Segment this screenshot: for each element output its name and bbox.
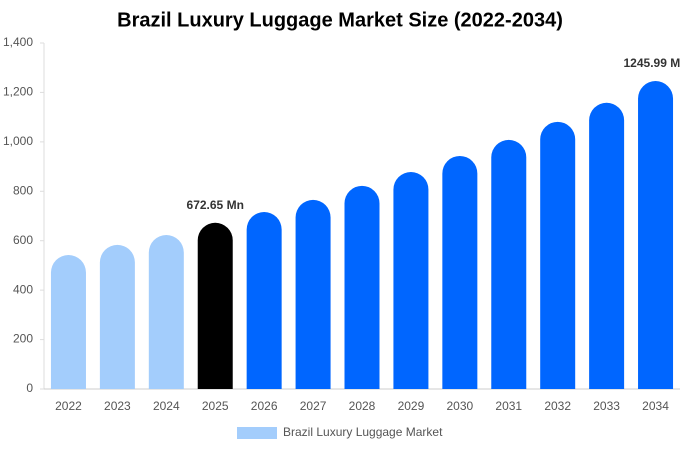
bar xyxy=(344,185,380,389)
legend-swatch xyxy=(237,427,277,439)
y-tick-label: 1,400 xyxy=(3,35,33,49)
chart-title: Brazil Luxury Luggage Market Size (2022-… xyxy=(117,9,563,31)
x-tick-label: 2033 xyxy=(593,399,620,413)
x-tick-label: 2031 xyxy=(495,399,522,413)
x-tick-label: 2032 xyxy=(544,399,571,413)
bar xyxy=(246,212,282,389)
value-label: 1245.99 Mn xyxy=(624,56,680,70)
bar xyxy=(442,155,478,389)
bar xyxy=(99,244,135,389)
x-tick-label: 2030 xyxy=(446,399,473,413)
bar xyxy=(197,222,233,389)
bar xyxy=(491,139,527,389)
legend-label: Brazil Luxury Luggage Market xyxy=(283,425,443,439)
value-label: 672.65 Mn xyxy=(187,198,244,212)
bar xyxy=(393,172,429,389)
y-tick-label: 0 xyxy=(26,381,33,395)
x-tick-label: 2029 xyxy=(398,399,425,413)
y-tick-label: 200 xyxy=(13,332,33,346)
y-tick-label: 1,000 xyxy=(3,134,33,148)
y-tick-label: 400 xyxy=(13,282,33,296)
y-tick-label: 600 xyxy=(13,233,33,247)
x-tick-label: 2025 xyxy=(202,399,229,413)
x-tick-label: 2027 xyxy=(300,399,327,413)
x-tick-label: 2034 xyxy=(642,399,669,413)
x-tick-label: 2022 xyxy=(55,399,82,413)
bar xyxy=(148,235,184,389)
bar xyxy=(540,121,576,390)
x-tick-label: 2026 xyxy=(251,399,278,413)
y-tick-label: 800 xyxy=(13,183,33,197)
x-tick-label: 2023 xyxy=(104,399,131,413)
bar xyxy=(295,199,331,389)
x-tick-label: 2024 xyxy=(153,399,180,413)
bar xyxy=(638,81,674,389)
bar xyxy=(589,102,625,390)
y-tick-label: 1,200 xyxy=(3,85,33,99)
bar xyxy=(50,255,86,389)
x-tick-label: 2028 xyxy=(349,399,376,413)
